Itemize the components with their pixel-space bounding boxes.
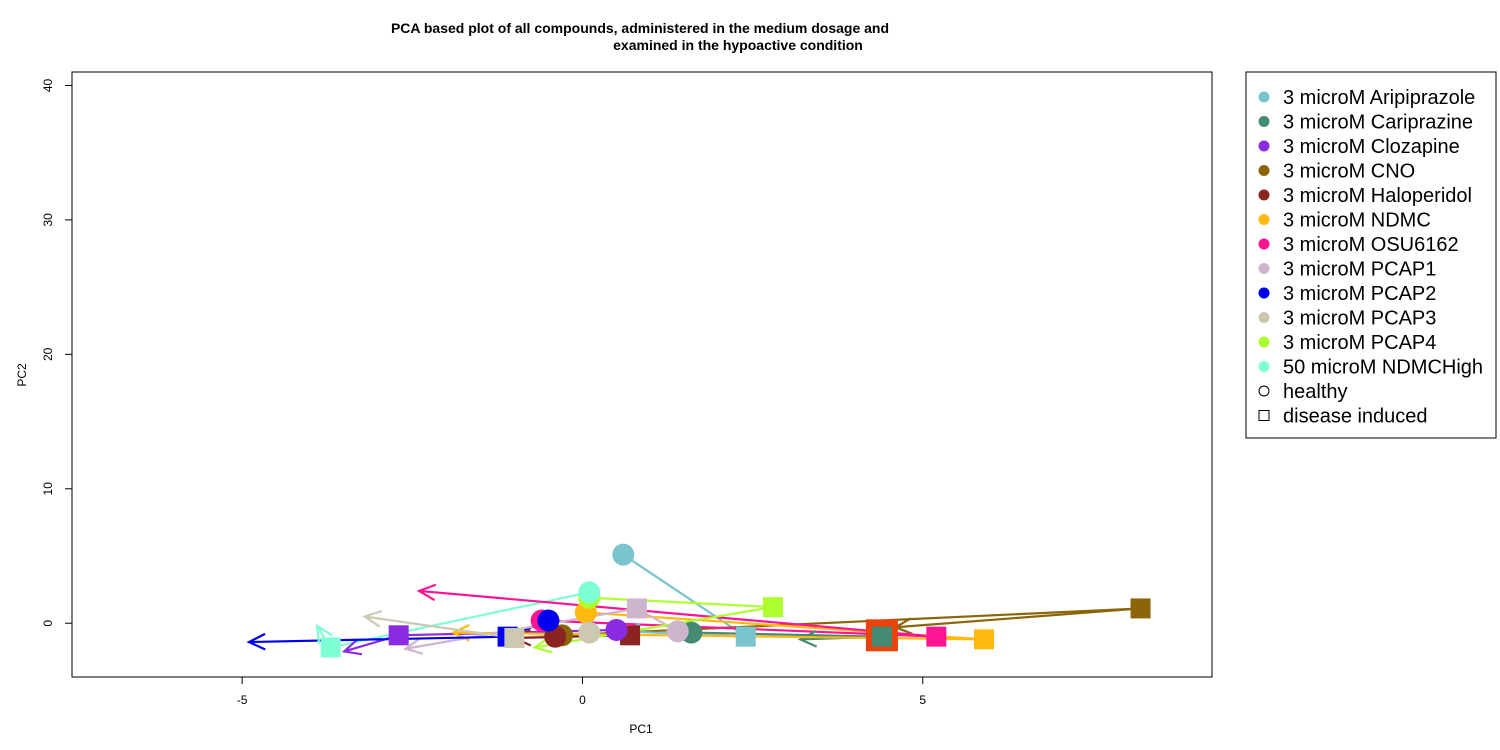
- legend-marker-3-microm-pcap1: [1258, 263, 1270, 274]
- arrow-head: [315, 623, 333, 644]
- disease-point-3-microm-clozapine: [388, 625, 409, 646]
- legend: 3 microM Aripiprazole 3 microM Cariprazin…: [1245, 71, 1497, 439]
- arrow-3-microm-pcap4: [532, 606, 774, 654]
- legend-label-3-microm-pcap3: 3 microM PCAP3: [1283, 308, 1436, 330]
- legend-marker-disease-induced: [1258, 410, 1270, 421]
- arrow-shaft: [419, 589, 937, 638]
- arrow-head: [341, 638, 363, 656]
- legend-label-3-microm-aripiprazole: 3 microM Aripiprazole: [1283, 87, 1475, 109]
- y-tick-label: 10: [41, 482, 55, 496]
- legend-label-3-microm-ndmc: 3 microM NDMC: [1283, 210, 1431, 232]
- arrow-head: [362, 610, 383, 628]
- legend-marker-healthy: [1258, 385, 1270, 397]
- disease-point-3-microm-pcap1: [626, 598, 647, 619]
- disease-point-3-microm-pcap3: [504, 628, 525, 649]
- y-axis: 0 10 20 30 40: [41, 78, 73, 627]
- plot-area: [246, 543, 1151, 658]
- legend-box: [1245, 71, 1497, 439]
- disease-point-3-microm-aripiprazole: [735, 626, 756, 647]
- arrow-3-microm-osu6162: [416, 583, 937, 638]
- connector-3-microm-aripiprazole: [622, 553, 747, 638]
- y-tick-label: 40: [41, 78, 55, 92]
- legend-marker-3-microm-pcap2: [1258, 287, 1270, 299]
- legend-marker-3-microm-cariprazine: [1258, 116, 1270, 127]
- y-tick-label: 30: [41, 213, 55, 227]
- legend-label-3-microm-pcap2: 3 microM PCAP2: [1283, 283, 1436, 305]
- chart-title-line-1: PCA based plot of all compounds, adminis…: [391, 20, 889, 36]
- disease-point-3-microm-cno: [1130, 598, 1151, 619]
- connector-3-microm-cno: [561, 607, 1141, 637]
- arrow-shaft: [534, 606, 774, 649]
- connector-3-microm-pcap4: [589, 596, 774, 609]
- legend-marker-3-microm-pcap3: [1258, 312, 1270, 323]
- arrow-shaft: [364, 615, 515, 640]
- arrow-shaft: [248, 635, 508, 644]
- legend-label-healthy: healthy: [1283, 381, 1348, 403]
- legend-marker-3-microm-osu6162: [1258, 238, 1270, 250]
- arrow-head: [246, 632, 266, 651]
- legend-label-3-microm-pcap4: 3 microM PCAP4: [1283, 332, 1436, 354]
- arrow-head: [416, 583, 437, 602]
- legend-marker-3-microm-cno: [1258, 165, 1270, 176]
- legend-marker-3-microm-aripiprazole: [1258, 91, 1270, 103]
- legend-marker-3-microm-clozapine: [1258, 140, 1270, 152]
- x-tick-label: 5: [919, 693, 926, 707]
- legend-label-3-microm-haloperidol: 3 microM Haloperidol: [1283, 185, 1472, 207]
- arrow-head: [797, 630, 818, 648]
- legend-label-3-microm-clozapine: 3 microM Clozapine: [1283, 136, 1460, 158]
- x-axis-label: PC1: [629, 722, 653, 736]
- legend-marker-3-microm-haloperidol: [1258, 189, 1270, 201]
- legend-label-3-microm-cno: 3 microM CNO: [1283, 161, 1415, 183]
- disease-point-3-microm-osu6162: [926, 626, 947, 647]
- plot-frame: [71, 71, 1213, 678]
- x-axis: -5 0 5: [237, 676, 926, 707]
- arrow-head: [402, 637, 424, 655]
- legend-label-3-microm-osu6162: 3 microM OSU6162: [1283, 234, 1459, 256]
- legend-marker-50-microm-ndmchigh: [1258, 361, 1270, 372]
- healthy-point-3-microm-pcap1: [666, 620, 689, 643]
- legend-label-disease-induced: disease induced: [1283, 406, 1428, 428]
- legend-marker-3-microm-ndmc: [1258, 214, 1270, 225]
- arrow-shaft: [895, 607, 1141, 629]
- arrow-3-microm-pcap3: [362, 610, 515, 640]
- disease-point-3-microm-pcap4: [763, 597, 784, 618]
- legend-label-3-microm-cariprazine: 3 microM Cariprazine: [1283, 112, 1473, 134]
- arrow-head: [532, 636, 553, 654]
- connector-3-microm-cariprazine: [691, 631, 882, 638]
- healthy-point-3-microm-pcap2: [537, 609, 560, 632]
- legend-label-50-microm-ndmchigh: 50 microM NDMCHigh: [1283, 357, 1483, 379]
- legend-label-3-microm-pcap1: 3 microM PCAP1: [1283, 259, 1436, 281]
- healthy-point-3-microm-aripiprazole: [612, 543, 635, 566]
- healthy-point-50-microm-ndmchigh: [578, 581, 601, 604]
- x-tick-label: -5: [237, 693, 248, 707]
- disease-point-3-microm-cariprazine: [871, 626, 892, 647]
- healthy-point-3-microm-clozapine: [605, 618, 628, 641]
- y-axis-label: PC2: [15, 363, 29, 387]
- y-tick-label: 20: [41, 347, 55, 361]
- disease-point-3-microm-ndmc: [974, 629, 994, 650]
- arrow-3-microm-pcap2: [246, 632, 508, 651]
- legend-marker-3-microm-pcap4: [1258, 336, 1270, 348]
- healthy-point-3-microm-pcap3: [578, 621, 601, 644]
- chart-title-line-2: examined in the hypoactive condition: [613, 37, 863, 53]
- y-tick-label: 0: [41, 620, 55, 627]
- x-tick-label: 0: [579, 693, 586, 707]
- disease-point-50-microm-ndmchigh: [320, 637, 341, 658]
